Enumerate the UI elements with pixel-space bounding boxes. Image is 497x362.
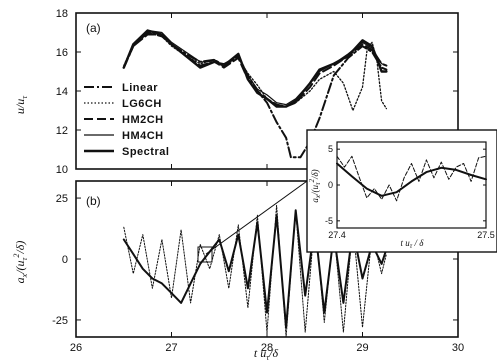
inset-background — [306, 129, 497, 253]
panel-b-label: (b) — [86, 194, 101, 208]
panel-inset-ytick-label: -5 — [325, 216, 333, 226]
panel-inset-series-lg6ch — [336, 155, 487, 202]
panel-a-series-hm4ch — [123, 29, 387, 106]
panel-b-series-lg6ch — [123, 204, 387, 338]
panel-a-series-linear — [122, 31, 388, 159]
panel-b-ytick-label: 0 — [62, 254, 68, 266]
inset-xlabel: t uτ / δ — [401, 238, 425, 250]
legend: Linear LG6CH HM2CH HM4CH Spectral — [84, 82, 169, 158]
panel-a-ytick-label: 10 — [56, 164, 68, 176]
panel-a-series-spectral — [122, 29, 388, 108]
panel-a-ylabel: u/uτ — [13, 95, 29, 114]
panel-b-xtick-label: 28 — [261, 342, 273, 354]
panel-b-ylabel: ax/(uτ2/δ) — [12, 241, 29, 284]
panel-inset-ytick-label: 5 — [328, 144, 333, 154]
panel-b-xtick-label: 29 — [356, 342, 368, 354]
legend-label-hm4ch: HM4CH — [122, 130, 164, 142]
panel-a-ytick-label: 12 — [56, 125, 68, 137]
panel-inset-ytick-label: 0 — [328, 180, 333, 190]
panel-b-xtick-label: 27 — [165, 342, 177, 354]
panel-b-xtick-label: 26 — [70, 342, 82, 354]
inset-ylabel: ax/(uτ2/δ) — [308, 169, 322, 202]
panel-inset-xtick-label: 27.5 — [477, 230, 495, 240]
panel-inset-xtick-label: 27.4 — [328, 230, 346, 240]
panel-b-ticks: 26 27 28 29 30 25 0 -25 — [52, 181, 464, 354]
legend-label-linear: Linear — [122, 82, 158, 94]
panel-b-xtick-label: 30 — [452, 342, 464, 354]
inset-ticks: 27.4 27.5 5 0 -5 — [325, 142, 495, 240]
panel-b-series — [122, 204, 388, 338]
legend-label-spectral: Spectral — [122, 146, 169, 158]
panel-b-series-spectral — [122, 209, 388, 329]
panel-a-series-hm2ch — [122, 33, 388, 108]
panel-a-ytick-label: 18 — [56, 8, 68, 20]
panel-b-ytick-label: -25 — [52, 315, 68, 327]
panel-a-label: (a) — [86, 21, 101, 35]
panel-b-xlabel: t uτ/δ — [254, 346, 279, 362]
inset: 27.4 27.5 5 0 -5 ax/(uτ2/δ) t uτ / δ — [306, 129, 497, 253]
panel-a-ytick-label: 14 — [56, 86, 68, 98]
panel-a-ytick-label: 16 — [56, 47, 68, 59]
panel-b-ytick-label: 25 — [56, 193, 68, 205]
panel-a-series — [122, 29, 388, 159]
inset-series — [336, 155, 487, 202]
panel-a-series-lg6ch — [123, 31, 388, 112]
legend-label-hm2ch: HM2CH — [122, 114, 164, 126]
legend-label-lg6ch: LG6CH — [122, 98, 162, 110]
